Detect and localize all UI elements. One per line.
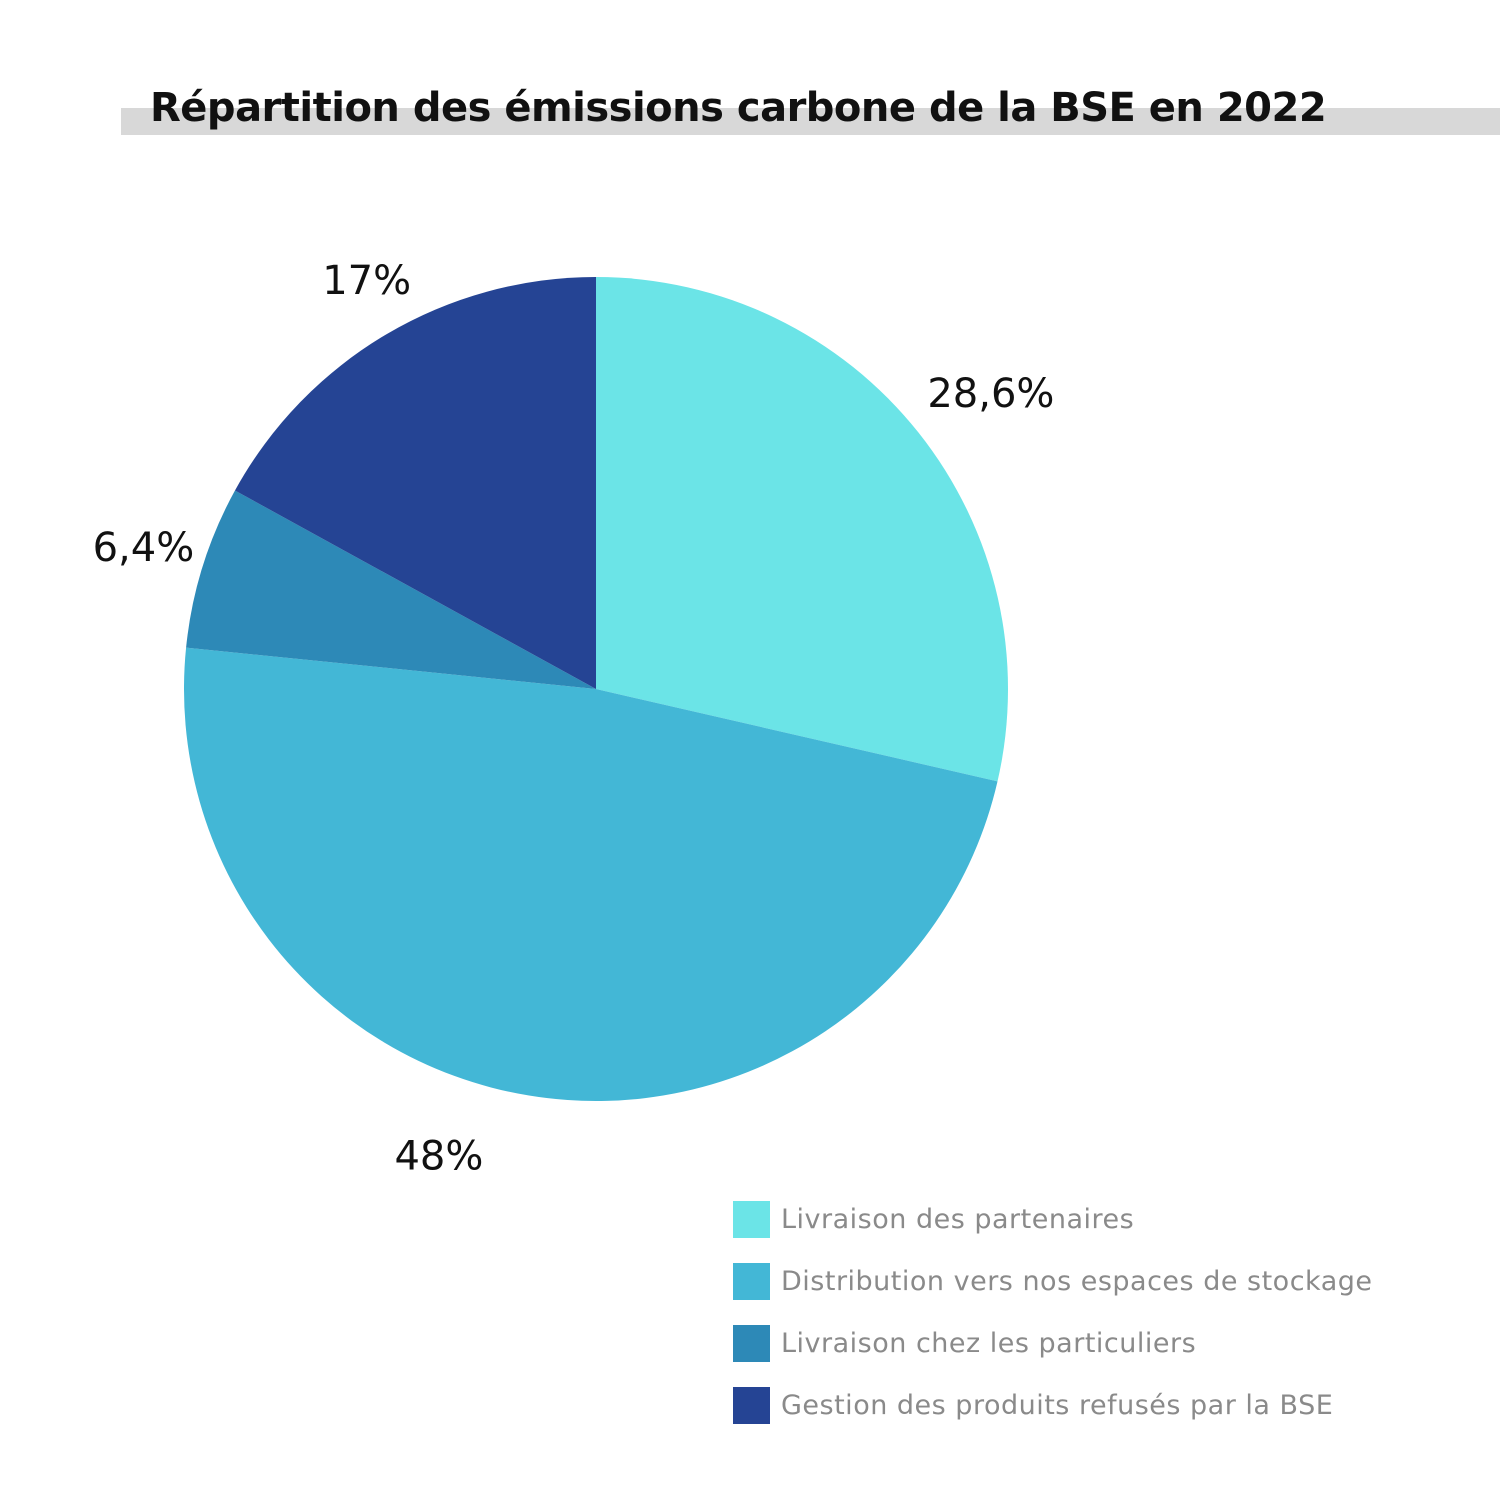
legend-item: Distribution vers nos espaces de stockag… xyxy=(733,1250,1473,1312)
legend-label: Gestion des produits refusés par la BSE xyxy=(781,1389,1334,1421)
legend-label: Distribution vers nos espaces de stockag… xyxy=(781,1265,1373,1297)
legend-item: Gestion des produits refusés par la BSE xyxy=(733,1374,1473,1436)
pie-data-label: 6,4% xyxy=(93,525,195,571)
pie-slices xyxy=(183,277,1009,1102)
legend-swatch xyxy=(733,1200,770,1238)
pie-slice xyxy=(186,490,596,689)
pie-slice xyxy=(596,277,1009,782)
pie-slice xyxy=(234,277,596,689)
pie-data-labels: 28,6% 48% 6,4% 17% xyxy=(93,258,1055,1180)
pie-data-label: 17% xyxy=(322,258,411,304)
legend-label: Livraison des partenaires xyxy=(781,1203,1135,1235)
pie-data-label: 48% xyxy=(394,1134,483,1180)
chart-title: Répartition des émissions carbone de la … xyxy=(150,85,1327,131)
pie-data-label: 28,6% xyxy=(927,371,1054,417)
legend-swatch xyxy=(733,1262,770,1300)
legend-item: Livraison des partenaires xyxy=(733,1188,1473,1250)
title-highlight-bar xyxy=(121,108,1500,135)
legend-item: Livraison chez les particuliers xyxy=(733,1312,1473,1374)
legend-swatch xyxy=(733,1324,770,1362)
chart-legend: Livraison des partenaires Distribution v… xyxy=(733,1188,1473,1436)
legend-swatch xyxy=(733,1386,770,1424)
pie-slice xyxy=(183,647,998,1102)
legend-label: Livraison chez les particuliers xyxy=(781,1327,1197,1359)
